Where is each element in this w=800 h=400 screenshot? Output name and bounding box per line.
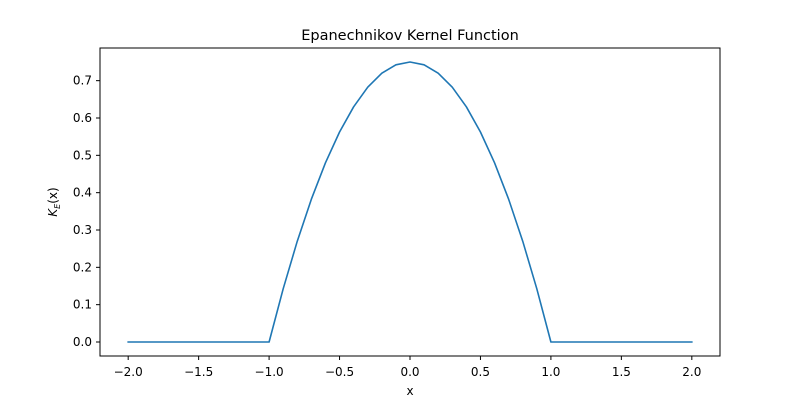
y-tick-label: 0.0 [73, 335, 92, 349]
x-axis-title: x [406, 384, 413, 398]
x-tick-label: 2.0 [682, 365, 701, 379]
x-tick-label: 0.5 [471, 365, 490, 379]
y-axis-title: KE(x) [46, 187, 62, 216]
x-tick-label: 0.0 [400, 365, 419, 379]
x-tick-label: −0.5 [325, 365, 354, 379]
series-layer [127, 61, 693, 343]
series-line [127, 61, 693, 343]
y-tick-label: 0.2 [73, 260, 92, 274]
y-axis-title-base: K [46, 208, 60, 217]
y-axis: 0.0 0.1 0.2 0.3 0.4 0.5 0.6 0.7 [73, 74, 100, 349]
x-tick-label: −2.0 [114, 365, 143, 379]
y-tick-label: 0.3 [73, 223, 92, 237]
chart-title: Epanechnikov Kernel Function [301, 28, 519, 44]
x-tick-label: 1.5 [612, 365, 631, 379]
y-tick-label: 0.4 [73, 186, 92, 200]
y-tick-label: 0.6 [73, 111, 92, 125]
y-tick-label: 0.1 [73, 298, 92, 312]
y-tick-label: 0.5 [73, 148, 92, 162]
x-tick-label: −1.5 [184, 365, 213, 379]
y-axis-title-subscript: E [53, 203, 62, 209]
x-axis: −2.0 −1.5 −1.0 −0.5 0.0 0.5 1.0 1.5 2.0 [114, 356, 701, 379]
y-axis-title-argument: (x) [46, 187, 60, 203]
x-tick-label: −1.0 [255, 365, 284, 379]
y-tick-label: 0.7 [73, 74, 92, 88]
x-tick-label: 1.0 [541, 365, 560, 379]
